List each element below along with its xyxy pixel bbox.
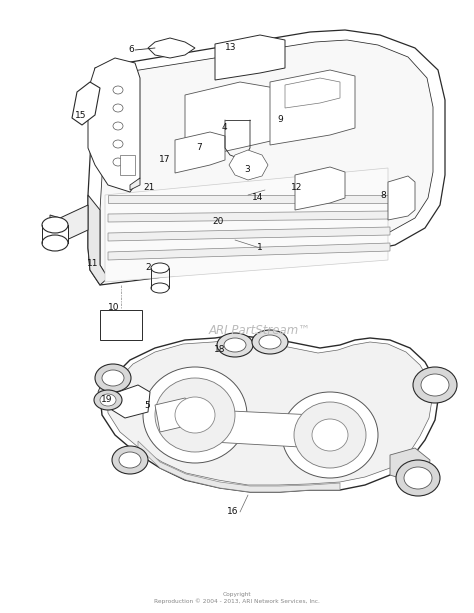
Ellipse shape [100, 394, 116, 406]
Ellipse shape [113, 158, 123, 166]
Polygon shape [285, 78, 340, 108]
Text: 11: 11 [87, 259, 99, 268]
Polygon shape [108, 227, 390, 241]
Text: 19: 19 [101, 395, 113, 405]
Bar [42, 225, 68, 243]
Polygon shape [50, 205, 88, 243]
Ellipse shape [252, 330, 288, 354]
Text: 9: 9 [277, 115, 283, 124]
Polygon shape [138, 441, 340, 492]
Text: 12: 12 [292, 183, 303, 192]
Ellipse shape [421, 374, 449, 396]
Ellipse shape [112, 446, 148, 474]
Polygon shape [388, 176, 415, 220]
Text: Copyright
Reproduction © 2004 - 2013, ARI Network Services, Inc.: Copyright Reproduction © 2004 - 2013, AR… [154, 592, 320, 604]
Bar [100, 310, 142, 340]
Polygon shape [175, 132, 225, 173]
Ellipse shape [42, 235, 68, 251]
Ellipse shape [151, 283, 169, 293]
Ellipse shape [42, 217, 68, 233]
Text: 5: 5 [144, 402, 150, 411]
Text: 7: 7 [196, 143, 202, 153]
Ellipse shape [102, 370, 124, 386]
Ellipse shape [396, 460, 440, 496]
Ellipse shape [259, 335, 281, 349]
Text: 8: 8 [380, 191, 386, 199]
Ellipse shape [143, 367, 247, 463]
Polygon shape [148, 38, 195, 58]
Polygon shape [270, 70, 355, 145]
Ellipse shape [151, 263, 169, 273]
Ellipse shape [282, 392, 378, 478]
Polygon shape [108, 195, 390, 203]
Text: 6: 6 [128, 45, 134, 55]
Polygon shape [112, 385, 150, 418]
Ellipse shape [413, 367, 457, 403]
Text: 21: 21 [143, 183, 155, 192]
Ellipse shape [95, 364, 131, 392]
Text: 17: 17 [159, 156, 171, 164]
Polygon shape [105, 168, 388, 282]
Text: 20: 20 [212, 218, 224, 226]
Ellipse shape [94, 390, 122, 410]
Text: 13: 13 [225, 42, 237, 51]
Ellipse shape [113, 122, 123, 130]
Polygon shape [98, 372, 120, 396]
Polygon shape [108, 211, 390, 222]
Polygon shape [130, 178, 140, 190]
Polygon shape [295, 167, 345, 210]
Polygon shape [88, 58, 140, 192]
Polygon shape [390, 448, 430, 482]
Polygon shape [108, 243, 390, 260]
Ellipse shape [294, 402, 366, 468]
Text: ARI PartStream™: ARI PartStream™ [209, 324, 311, 337]
Ellipse shape [119, 452, 141, 468]
Polygon shape [215, 35, 285, 80]
Text: 3: 3 [244, 166, 250, 175]
Ellipse shape [175, 397, 215, 433]
Polygon shape [88, 195, 108, 285]
Text: 18: 18 [214, 346, 226, 354]
Polygon shape [185, 82, 275, 160]
Polygon shape [100, 40, 433, 278]
Text: 4: 4 [221, 123, 227, 132]
Text: 10: 10 [108, 302, 120, 311]
Ellipse shape [224, 338, 246, 352]
Polygon shape [229, 150, 268, 180]
Text: 16: 16 [227, 508, 239, 517]
Text: 2: 2 [145, 264, 151, 273]
Text: 15: 15 [75, 112, 87, 121]
Ellipse shape [217, 333, 253, 357]
Polygon shape [72, 82, 100, 125]
Polygon shape [210, 410, 318, 448]
Ellipse shape [404, 467, 432, 489]
Polygon shape [107, 340, 432, 485]
Ellipse shape [312, 419, 348, 451]
Text: 14: 14 [252, 194, 264, 202]
Ellipse shape [155, 378, 235, 452]
Bar [120, 155, 135, 175]
Ellipse shape [113, 104, 123, 112]
Ellipse shape [113, 140, 123, 148]
Text: 1: 1 [257, 243, 263, 253]
Polygon shape [88, 30, 445, 285]
Ellipse shape [113, 86, 123, 94]
Polygon shape [100, 335, 438, 492]
Polygon shape [155, 398, 195, 432]
